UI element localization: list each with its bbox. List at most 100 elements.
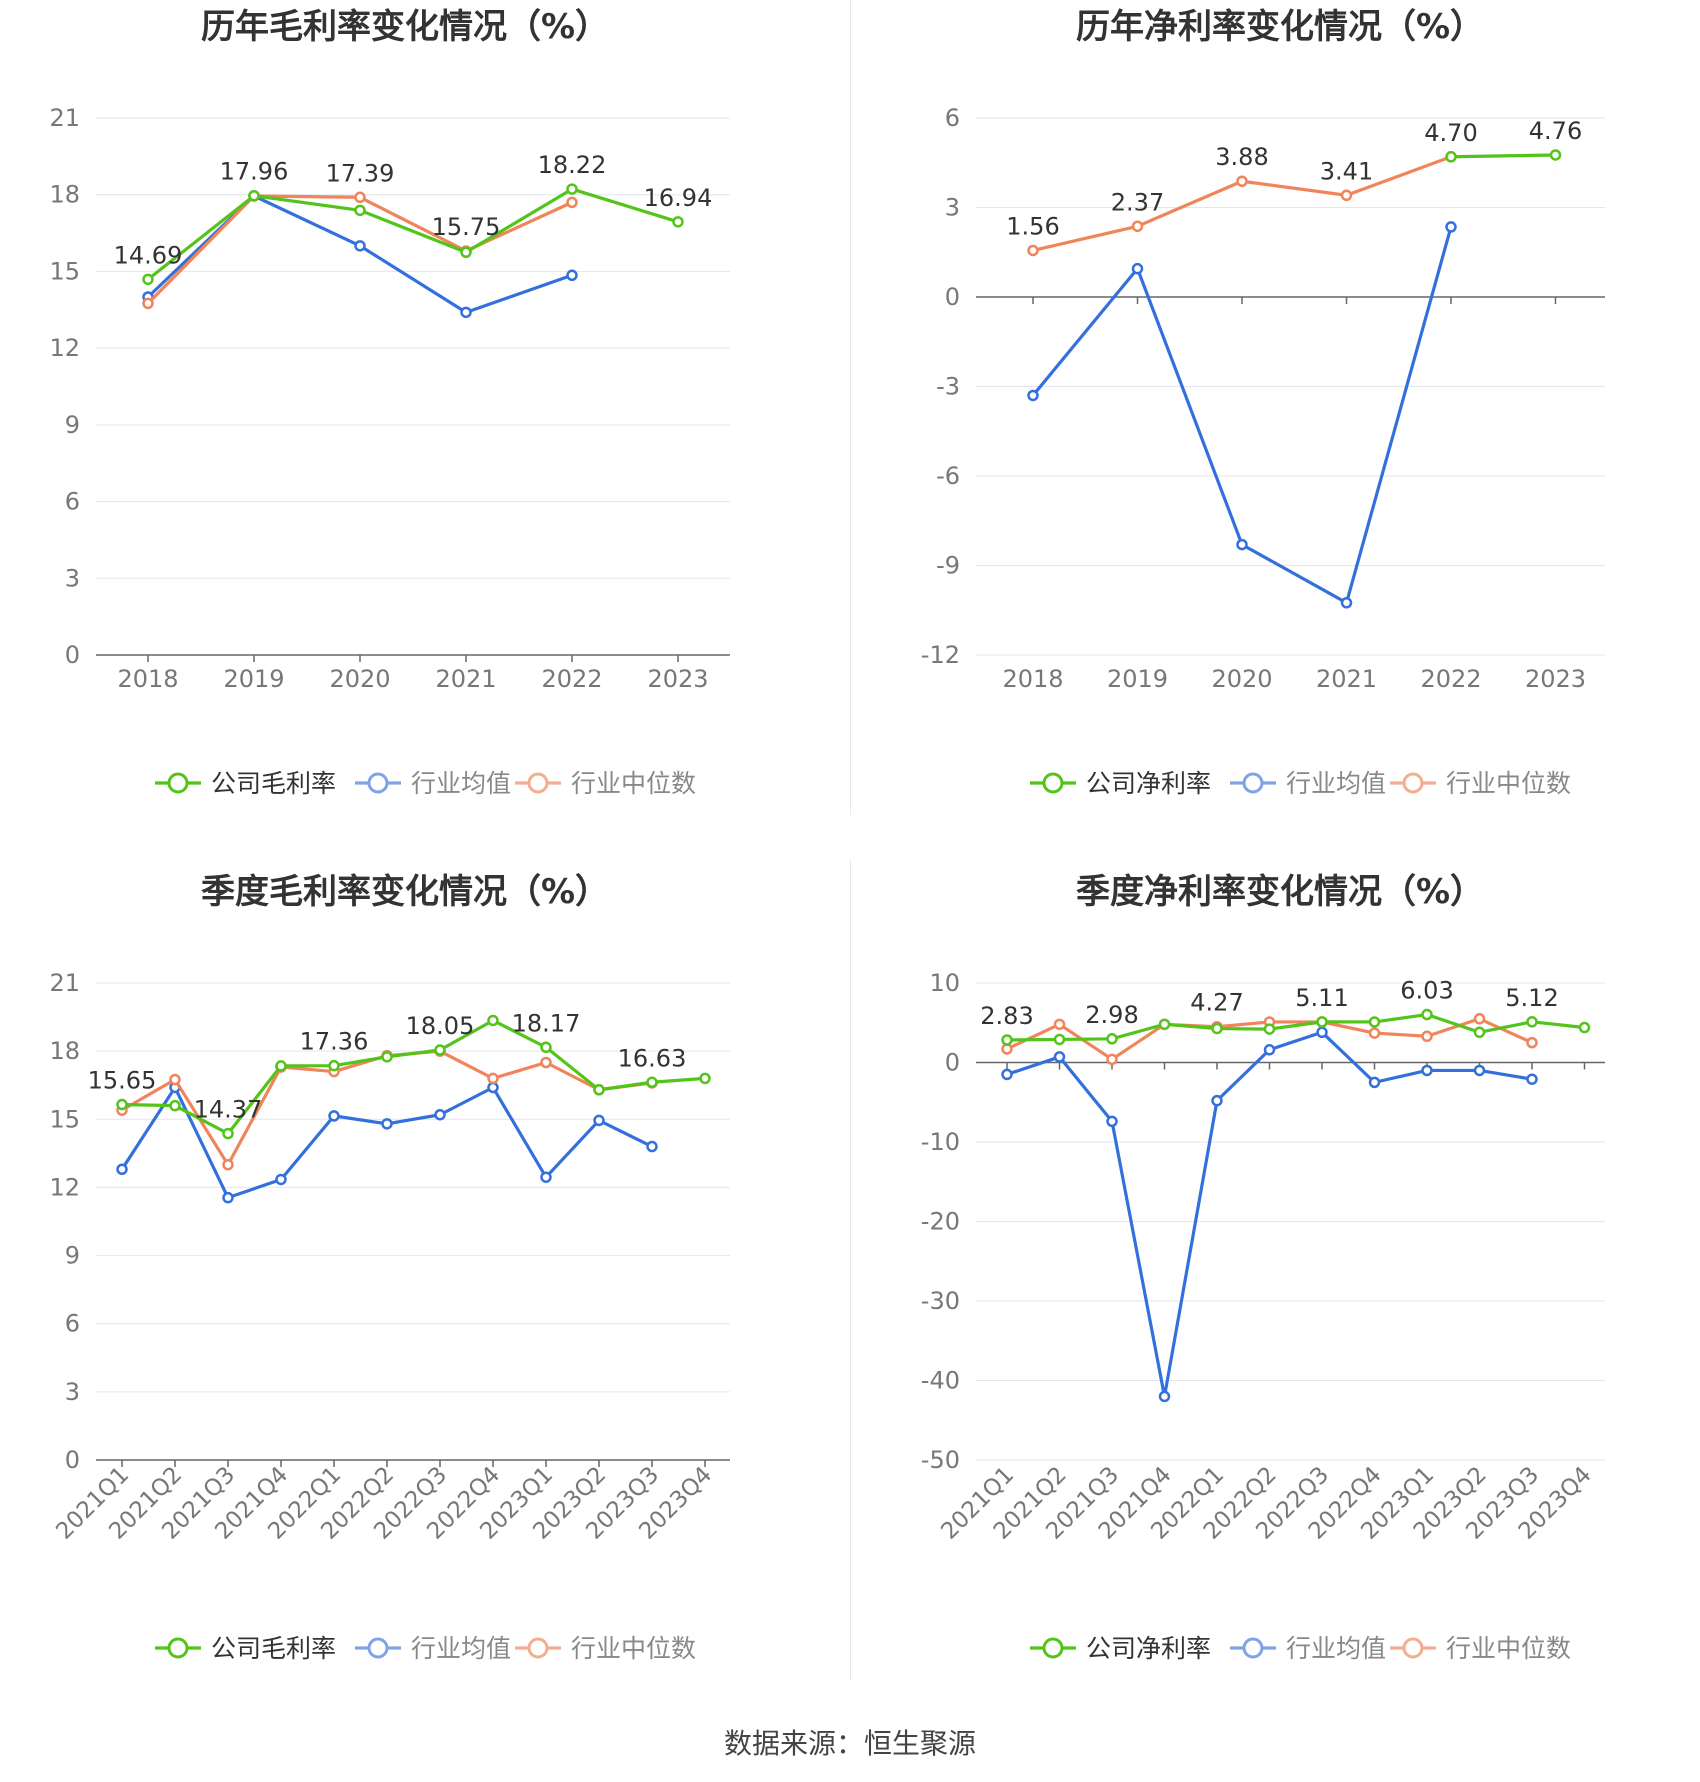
y-tick-label: -10 <box>921 1128 960 1156</box>
data-point <box>222 1127 234 1140</box>
data-label: 4.70 <box>1424 119 1477 147</box>
data-point <box>487 1014 499 1027</box>
y-tick-label: 10 <box>929 969 960 997</box>
data-label: 14.37 <box>194 1096 263 1124</box>
x-tick-label: 2022 <box>541 665 602 693</box>
data-point <box>354 240 366 252</box>
data-point <box>275 1173 287 1186</box>
data-point <box>1368 1027 1381 1039</box>
data-label: 17.96 <box>220 158 289 186</box>
series-line <box>121 1018 706 1136</box>
series-avg <box>116 1081 658 1204</box>
data-point <box>1001 1043 1013 1055</box>
data-point <box>1316 1016 1328 1028</box>
data-point <box>169 1073 181 1086</box>
data-point <box>1001 1068 1013 1081</box>
data-label: 4.27 <box>1190 989 1243 1017</box>
data-point <box>540 1171 552 1183</box>
legend-marker <box>167 1637 189 1659</box>
data-point <box>1027 244 1039 257</box>
data-label: 16.94 <box>644 184 713 212</box>
data-point <box>116 1163 128 1176</box>
data-label: 15.65 <box>88 1067 157 1095</box>
data-label: 3.88 <box>1215 143 1268 171</box>
data-point <box>1027 389 1039 402</box>
data-label: 14.69 <box>114 241 183 269</box>
data-label: 17.39 <box>326 159 395 187</box>
data-point <box>328 1110 340 1122</box>
y-tick-label: -12 <box>921 641 960 669</box>
data-point <box>1526 1073 1538 1085</box>
x-tick-label: 2021 <box>1316 665 1377 693</box>
data-point <box>1526 1016 1538 1028</box>
legend-label: 行业均值 <box>411 1634 511 1663</box>
data-label: 1.56 <box>1006 212 1059 240</box>
data-point <box>1316 1026 1328 1039</box>
y-tick-label: 0 <box>945 283 960 311</box>
data-point <box>275 1060 287 1072</box>
vertical-divider-bottom <box>850 860 851 1680</box>
x-tick-label: 2020 <box>1211 665 1272 693</box>
data-point <box>593 1084 605 1096</box>
x-tick-label: 2021 <box>435 665 496 693</box>
series-company <box>1445 149 1562 163</box>
data-label: 3.41 <box>1320 157 1373 185</box>
legend-label: 行业均值 <box>411 769 511 798</box>
data-point <box>1236 538 1248 551</box>
series-company <box>142 183 684 286</box>
series-avg <box>1001 1026 1538 1403</box>
series-company <box>1001 1008 1591 1046</box>
data-point <box>142 297 154 310</box>
data-point <box>116 1098 128 1111</box>
data-point <box>354 204 366 217</box>
data-point <box>593 1114 605 1127</box>
data-point <box>434 1044 446 1056</box>
y-tick-label: -20 <box>921 1208 960 1236</box>
data-point <box>142 273 154 286</box>
data-point <box>1263 1023 1276 1035</box>
chart-1: 历年毛利率变化情况（%） 0 3 6 9 12 15 18 21 2018 2019 2020 2021… <box>49 7 730 798</box>
data-source-note: 数据来源：恒生聚源 <box>723 1727 976 1760</box>
y-tick-label: 0 <box>65 1446 80 1474</box>
legend-label: 行业均值 <box>1286 769 1386 798</box>
data-point <box>1473 1026 1486 1039</box>
data-point <box>1368 1016 1381 1028</box>
y-tick-label: 3 <box>65 1378 80 1406</box>
legend: 公司毛利率 行业均值 行业中位数 <box>155 769 696 798</box>
legend: 公司毛利率 行业均值 行业中位数 <box>155 1634 696 1663</box>
y-tick-label: 12 <box>49 1173 80 1201</box>
data-point <box>1445 221 1457 233</box>
data-point <box>1106 1115 1118 1128</box>
x-tick-label: 2023 <box>647 665 708 693</box>
x-tick-label: 2019 <box>1107 665 1168 693</box>
data-point <box>1263 1044 1276 1056</box>
data-point <box>1578 1021 1591 1034</box>
x-tick-label: 2018 <box>1002 665 1063 693</box>
data-point <box>487 1072 499 1085</box>
legend-marker <box>167 772 189 794</box>
chart-4: 季度净利率变化情况（%）-50-40-30-20-100102021Q12021… <box>921 872 1605 1663</box>
vertical-divider-top <box>850 0 851 815</box>
data-point <box>222 1191 234 1204</box>
legend-marker <box>1042 772 1064 794</box>
data-point <box>646 1076 658 1089</box>
data-point <box>460 306 472 319</box>
legend-marker <box>1242 1637 1264 1659</box>
data-point <box>566 269 578 282</box>
data-label: 16.63 <box>618 1044 687 1072</box>
chart-2: 历年净利率变化情况（%） -12 -9 -6 -3 0 3 6 2018 2019 2020 2021… <box>921 7 1605 798</box>
chart-3: 季度毛利率变化情况（%）0369121518212021Q12021Q22021… <box>49 872 730 1663</box>
data-point <box>487 1081 499 1094</box>
data-point <box>1001 1034 1013 1046</box>
data-point <box>381 1118 393 1130</box>
legend-label: 行业中位数 <box>1446 769 1571 798</box>
data-point <box>1421 1030 1433 1043</box>
y-tick-label: 0 <box>65 641 80 669</box>
data-label: 18.22 <box>538 151 607 179</box>
chart-title: 历年净利率变化情况（%） <box>1076 7 1484 47</box>
data-label: 17.36 <box>300 1028 369 1056</box>
y-tick-label: 3 <box>945 194 960 222</box>
legend-marker <box>1402 772 1424 794</box>
y-tick-label: 21 <box>49 104 80 132</box>
data-point <box>1421 1064 1433 1077</box>
